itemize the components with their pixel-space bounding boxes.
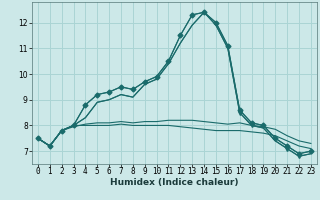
X-axis label: Humidex (Indice chaleur): Humidex (Indice chaleur)	[110, 178, 239, 187]
